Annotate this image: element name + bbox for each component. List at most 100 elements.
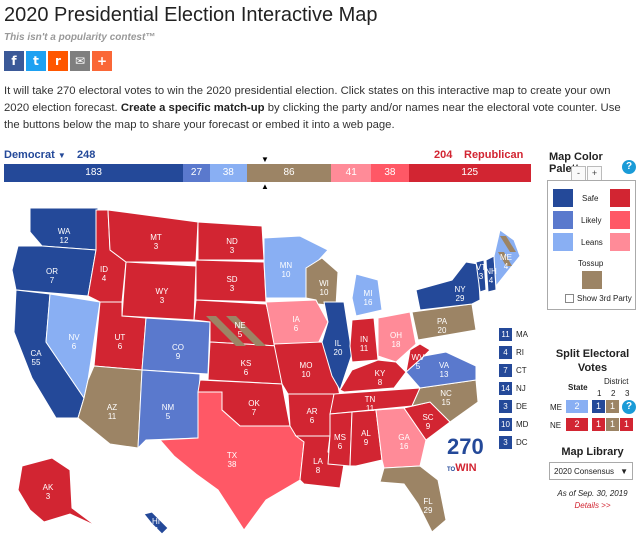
state-label-co: CO	[172, 343, 184, 352]
state-ev-az: 11	[108, 412, 117, 421]
split-state-header: State	[568, 383, 588, 392]
palette-lean-r[interactable]	[610, 233, 630, 251]
small-state-ev[interactable]: 4	[499, 346, 512, 359]
state-ny[interactable]	[415, 261, 481, 311]
small-state-ma[interactable]: 11 MA	[499, 327, 528, 342]
split-ne-d3[interactable]: 1	[620, 418, 633, 431]
ne-district-stripe[interactable]	[206, 316, 246, 346]
state-ev-la: 8	[316, 466, 321, 475]
state-wv[interactable]	[405, 343, 431, 374]
small-state-ev[interactable]: 11	[499, 328, 512, 341]
state-vt[interactable]	[475, 259, 487, 293]
split-me-state[interactable]: 2	[566, 400, 588, 413]
map-library-select[interactable]: 2020 Consensus ▼	[549, 462, 633, 480]
palette-safe-r[interactable]	[610, 189, 630, 207]
palette-tossup[interactable]	[582, 271, 602, 289]
small-state-nj[interactable]: 14 NJ	[499, 381, 528, 396]
state-al[interactable]	[349, 409, 383, 467]
state-hi[interactable]	[143, 511, 169, 535]
state-ev-hi: 4	[154, 526, 159, 535]
state-label-in: IN	[360, 335, 368, 344]
bar-segment: 38	[371, 164, 409, 182]
small-state-ev[interactable]: 14	[499, 382, 512, 395]
state-ev-wi: 10	[320, 288, 329, 297]
state-ky[interactable]	[339, 359, 407, 393]
state-label-az: AZ	[107, 403, 117, 412]
help-icon[interactable]: ?	[622, 160, 636, 174]
library-details-link[interactable]: Details >>	[574, 501, 611, 510]
reddit-icon[interactable]: r	[48, 51, 68, 71]
small-state-ev[interactable]: 10	[499, 418, 512, 431]
me-district-stripe[interactable]	[498, 252, 512, 266]
state-ev-ok: 7	[252, 408, 257, 417]
logo-number: 270	[447, 434, 484, 459]
small-state-ev[interactable]: 3	[499, 436, 512, 449]
small-state-md[interactable]: 10 MD	[499, 417, 528, 432]
palette-likely-r[interactable]	[610, 211, 630, 229]
state-label-vt: VT	[476, 263, 486, 272]
state-nh[interactable]	[485, 255, 497, 293]
email-icon[interactable]: ✉	[70, 51, 90, 71]
small-state-ri[interactable]: 4 RI	[499, 345, 528, 360]
state-label-al: AL	[361, 429, 371, 438]
state-ev-in: 11	[360, 344, 369, 353]
state-label-nv: NV	[68, 333, 80, 342]
small-state-ev[interactable]: 7	[499, 364, 512, 377]
small-state-label: DC	[516, 438, 528, 447]
split-d3-header: 3	[625, 389, 630, 398]
checkbox-icon[interactable]	[565, 294, 574, 304]
state-label-ms: MS	[334, 433, 346, 442]
palette-safe-d[interactable]	[553, 189, 573, 207]
state-label-or: OR	[46, 267, 58, 276]
midpoint-marker-icon: ▲	[261, 182, 269, 191]
small-states-list: 11 MA 4 RI 7 CT 14 NJ 3 DE 10 MD 3 DC	[499, 327, 528, 453]
state-ms[interactable]	[327, 411, 353, 467]
palette-plus-button[interactable]: +	[587, 166, 602, 181]
state-label-ny: NY	[454, 285, 466, 294]
small-state-label: CT	[516, 366, 527, 375]
state-tx[interactable]	[158, 391, 305, 531]
small-state-ct[interactable]: 7 CT	[499, 363, 528, 378]
democrat-total: 248	[77, 149, 96, 161]
state-ev-mi: 16	[364, 298, 373, 307]
state-label-wi: WI	[319, 279, 329, 288]
state-oh[interactable]	[377, 311, 417, 363]
palette-minus-button[interactable]: -	[571, 166, 586, 181]
state-mt[interactable]	[107, 209, 199, 263]
split-help-icon[interactable]: ?	[622, 400, 636, 414]
state-label-mi: MI	[364, 289, 373, 298]
state-ia[interactable]	[265, 299, 329, 345]
ne-district-stripe[interactable]	[226, 316, 266, 346]
facebook-icon[interactable]: f	[4, 51, 24, 71]
state-ak[interactable]	[17, 457, 97, 527]
state-mi[interactable]	[351, 273, 383, 317]
split-d2-header: 2	[611, 389, 616, 398]
split-me-d1[interactable]: 1	[592, 400, 605, 413]
me-district-stripe[interactable]	[500, 236, 516, 252]
small-state-dc[interactable]: 3 DC	[499, 435, 528, 450]
state-il[interactable]	[321, 301, 353, 392]
state-fl[interactable]	[379, 465, 447, 533]
more-share-icon[interactable]: +	[92, 51, 112, 71]
state-label-ks: KS	[241, 359, 252, 368]
state-ev-fl: 29	[424, 506, 433, 515]
share-bar: f t r ✉ +	[4, 51, 112, 71]
state-label-pa: PA	[437, 317, 448, 326]
democrat-party-selector[interactable]: Democrat ▼	[4, 149, 66, 161]
logo-win: WIN	[455, 462, 477, 474]
palette-likely-d[interactable]	[553, 211, 573, 229]
show-third-party-toggle[interactable]: Show 3rd Party	[565, 294, 632, 304]
split-me-label: ME	[550, 403, 562, 412]
small-state-de[interactable]: 3 DE	[499, 399, 528, 414]
twitter-icon[interactable]: t	[26, 51, 46, 71]
split-ne-state[interactable]: 2	[566, 418, 588, 431]
split-me-d2[interactable]: 1	[606, 400, 619, 413]
intro-matchup-link[interactable]: Create a specific match-up	[120, 102, 265, 114]
palette-lean-d[interactable]	[553, 233, 573, 251]
palette-tossup-label: Tossup	[578, 259, 604, 268]
split-ne-d1[interactable]: 1	[592, 418, 605, 431]
state-in[interactable]	[349, 317, 379, 363]
split-ne-d2[interactable]: 1	[606, 418, 619, 431]
small-state-ev[interactable]: 3	[499, 400, 512, 413]
state-ev-al: 9	[364, 438, 369, 447]
